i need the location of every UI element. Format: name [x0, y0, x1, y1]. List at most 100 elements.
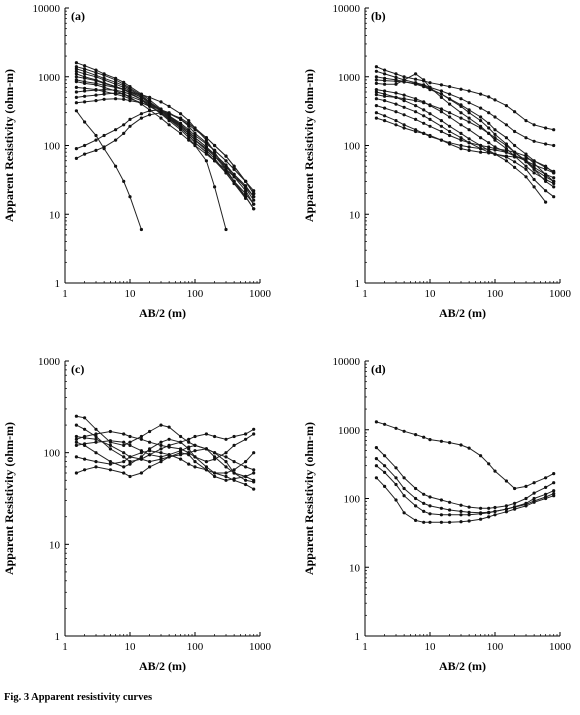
data-point — [187, 440, 191, 444]
data-point — [193, 138, 197, 142]
data-point — [213, 185, 217, 189]
panel-label: (a) — [71, 9, 85, 23]
data-point — [204, 141, 208, 145]
data-point — [83, 64, 87, 68]
data-point — [244, 460, 248, 464]
data-point — [74, 95, 78, 99]
series-2 — [374, 446, 556, 510]
data-point — [128, 88, 132, 92]
data-point — [414, 117, 418, 121]
data-point — [74, 72, 78, 76]
data-point — [383, 454, 387, 458]
data-point — [128, 117, 132, 121]
data-point — [244, 195, 248, 199]
data-point — [524, 496, 528, 501]
data-point — [504, 479, 508, 483]
data-point — [193, 449, 197, 453]
y-tick-label: 10 — [349, 209, 361, 221]
data-point — [213, 474, 217, 479]
series-13 — [74, 111, 256, 196]
data-point — [422, 509, 426, 513]
data-point — [74, 423, 78, 427]
data-point — [148, 449, 152, 453]
data-point — [532, 171, 536, 175]
data-point — [383, 72, 387, 76]
x-tick-label: 10 — [425, 641, 437, 653]
data-point — [122, 92, 126, 96]
data-point — [479, 115, 483, 119]
data-point — [167, 453, 171, 457]
data-point — [232, 164, 236, 168]
data-point — [422, 101, 426, 105]
series-1 — [74, 61, 256, 211]
data-point — [487, 462, 491, 466]
data-point — [414, 496, 418, 501]
data-point — [94, 78, 98, 82]
data-point — [374, 81, 378, 85]
data-point — [394, 482, 398, 487]
x-tick-label: 10 — [425, 288, 437, 300]
data-point — [394, 79, 398, 83]
data-point — [213, 451, 217, 455]
series-2 — [74, 65, 256, 202]
data-point — [74, 414, 78, 418]
data-point — [83, 427, 87, 431]
data-point — [448, 441, 452, 445]
data-point — [467, 128, 471, 132]
data-point — [159, 457, 163, 461]
data-point — [383, 106, 387, 110]
data-point — [394, 75, 398, 79]
data-point — [428, 520, 432, 524]
y-tick-label: 100 — [344, 494, 361, 506]
data-point — [414, 486, 418, 491]
series-5 — [374, 476, 556, 524]
y-axis-label: Apparent Resistivity (ohm-m) — [302, 69, 316, 222]
data-point — [383, 114, 387, 118]
data-point — [159, 443, 163, 447]
data-point — [479, 143, 483, 148]
data-point — [532, 161, 536, 165]
data-point — [504, 510, 508, 514]
y-tick-label: 1000 — [38, 72, 61, 84]
x-tick-label: 1000 — [249, 288, 272, 300]
data-point — [414, 504, 418, 508]
data-point — [374, 69, 378, 73]
data-point — [394, 498, 398, 502]
data-point — [213, 471, 217, 475]
data-point — [448, 97, 452, 101]
data-point — [552, 185, 556, 189]
data-point — [479, 150, 483, 154]
data-point — [224, 471, 228, 475]
series-line — [376, 117, 554, 198]
data-point — [224, 460, 228, 464]
data-point — [467, 148, 471, 152]
data-point — [83, 69, 87, 73]
data-point — [374, 476, 378, 480]
data-point — [74, 101, 78, 105]
data-point — [402, 93, 406, 97]
data-point — [102, 147, 106, 151]
data-point — [187, 451, 191, 455]
series-15 — [74, 109, 143, 232]
data-point — [102, 81, 106, 85]
data-point — [552, 179, 556, 183]
data-point — [94, 73, 98, 77]
series-line — [76, 109, 255, 192]
data-point — [524, 175, 528, 179]
data-point — [422, 121, 426, 125]
series-line — [76, 86, 255, 197]
data-point — [504, 159, 508, 163]
data-point — [102, 88, 106, 92]
data-point — [428, 85, 432, 89]
data-point — [148, 440, 152, 444]
data-point — [414, 77, 418, 81]
data-point — [493, 136, 497, 140]
data-point — [167, 119, 171, 123]
data-point — [148, 101, 152, 105]
data-point — [224, 169, 228, 173]
data-point — [179, 457, 183, 461]
data-point — [224, 154, 228, 158]
data-point — [108, 468, 112, 472]
data-point — [448, 500, 452, 504]
data-point — [402, 511, 406, 515]
